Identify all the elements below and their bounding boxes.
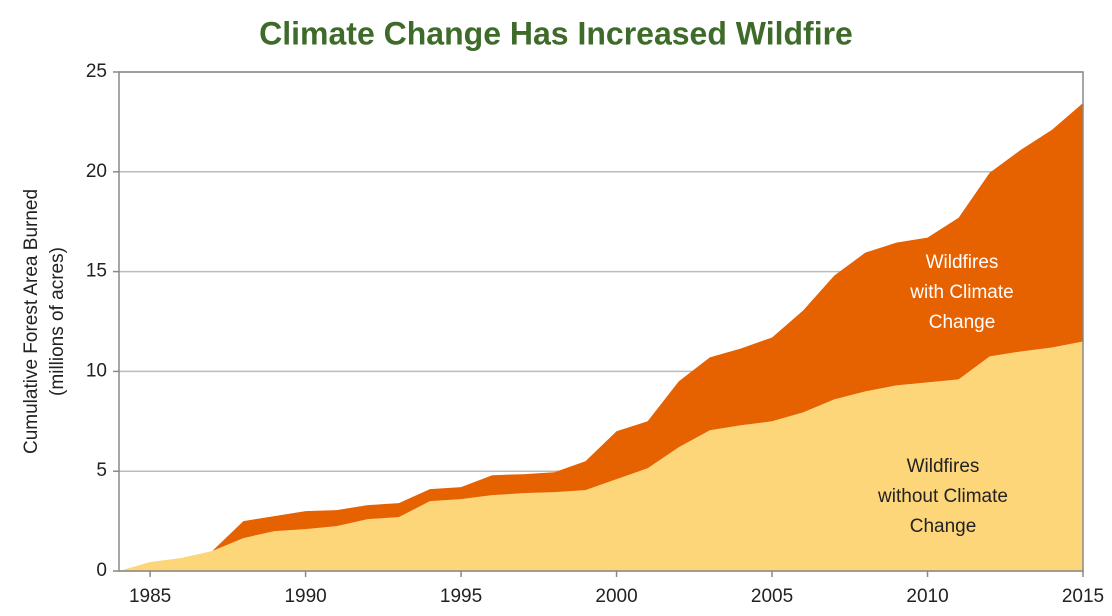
x-tick-label: 2000	[595, 586, 637, 607]
y-tick-label: 25	[86, 61, 107, 82]
y-tick-label: 0	[96, 560, 107, 581]
x-tick-label: 2010	[906, 586, 948, 607]
legend-label: Wildfires with Climate Change	[910, 252, 1014, 333]
chart-title: Climate Change Has Increased Wildfire	[259, 15, 853, 51]
plot-frame	[118, 71, 1084, 572]
area	[119, 102, 1083, 572]
x-tick-label: 1990	[284, 586, 326, 607]
y-axis-label: Cumulative Forest Area Burned	[21, 189, 42, 454]
areas	[119, 102, 1083, 572]
axes: 0 5 10 15 20 25 1985 1990 1995 2000 2005 2010 2015 Cu…	[21, 61, 1104, 607]
y-axis-label: (millions of acres)	[47, 247, 68, 396]
x-tick-label: 2005	[751, 586, 793, 607]
area	[119, 341, 1083, 571]
legend-label: Wildfires without Climate Change	[878, 456, 1008, 537]
y-tick-label: 5	[96, 460, 107, 481]
y-tick-label: 20	[86, 161, 107, 182]
y-tick-label: 15	[86, 261, 107, 282]
y-tick-label: 10	[86, 360, 107, 381]
x-tick-label: 1985	[129, 586, 171, 607]
x-tick-label: 1995	[440, 586, 482, 607]
x-tick-label: 2015	[1062, 586, 1104, 607]
